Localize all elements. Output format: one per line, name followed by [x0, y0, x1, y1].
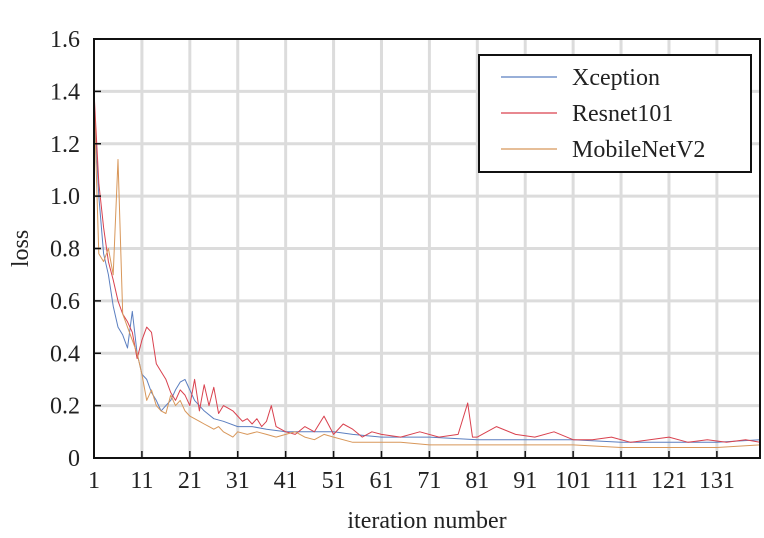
x-tick-label: 71 [417, 468, 441, 494]
x-tick-label: 51 [322, 468, 346, 494]
y-tick-label: 1.6 [50, 27, 80, 53]
x-tick-label: 101 [555, 468, 591, 494]
legend-label-mobilenetv2: MobileNetV2 [572, 137, 705, 163]
x-tick-label: 131 [699, 468, 735, 494]
x-tick-label: 31 [226, 468, 250, 494]
series-line-mobilenetv2 [93, 96, 761, 448]
x-tick-label: 81 [465, 468, 489, 494]
y-tick-label: 0.2 [50, 394, 80, 420]
x-tick-label: 121 [651, 468, 687, 494]
x-tick-labels: 1 11 21 31 41 51 61 71 81 91 101 111 121 131 [88, 468, 735, 494]
y-tick-label: 0.8 [50, 237, 80, 263]
x-tick-label: 111 [604, 468, 638, 494]
x-tick-label: 41 [274, 468, 298, 494]
y-tick-label: 1.2 [50, 132, 80, 158]
legend-label-xception: Xception [572, 65, 660, 91]
series-line-resnet101 [93, 91, 761, 443]
legend: Xception Resnet101 MobileNetV2 [478, 54, 752, 173]
y-tick-label: 0 [68, 446, 80, 472]
y-tick-label: 0.4 [50, 341, 80, 367]
y-tick-label: 1.4 [50, 79, 80, 105]
y-tick-labels: 0 0.2 0.4 0.6 0.8 1.0 1.2 1.4 1.6 [50, 27, 80, 472]
y-axis-label: loss [8, 230, 34, 267]
series-line-xception [93, 104, 761, 443]
x-tick-label: 1 [88, 468, 100, 494]
series-lines [93, 91, 761, 448]
x-tick-label: 11 [130, 468, 153, 494]
y-tick-label: 1.0 [50, 184, 80, 210]
x-tick-label: 61 [369, 468, 393, 494]
x-axis-label: iteration number [347, 508, 506, 534]
y-tick-label: 0.6 [50, 289, 80, 315]
x-tick-label: 21 [178, 468, 202, 494]
axis-ticks [93, 38, 718, 459]
legend-label-resnet101: Resnet101 [572, 101, 673, 127]
x-tick-label: 91 [513, 468, 537, 494]
